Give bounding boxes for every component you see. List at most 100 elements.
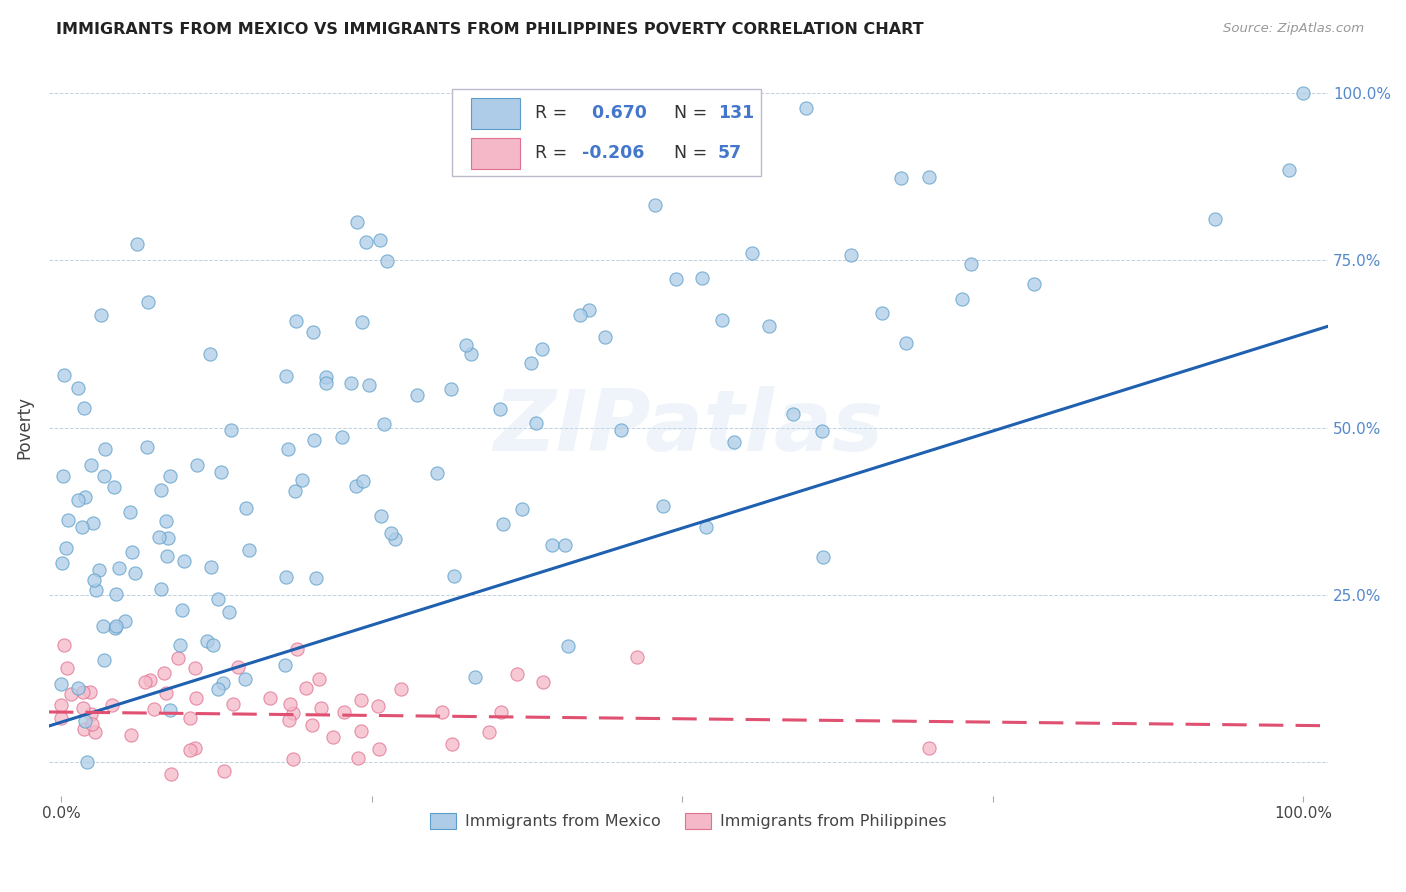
Point	[626, 650, 648, 665]
Point	[554, 538, 576, 552]
Point	[520, 355, 543, 369]
Point	[440, 382, 463, 396]
Point	[284, 314, 307, 328]
Point	[894, 335, 917, 350]
Point	[489, 705, 512, 719]
Point	[156, 549, 179, 563]
Point	[302, 433, 325, 447]
Point	[67, 492, 90, 507]
Point	[477, 725, 499, 739]
Legend: Immigrants from Mexico, Immigrants from Philippines: Immigrants from Mexico, Immigrants from …	[425, 806, 953, 836]
Point	[301, 718, 323, 732]
Point	[148, 530, 170, 544]
Point	[426, 467, 449, 481]
Point	[150, 582, 173, 597]
Point	[339, 376, 361, 390]
Point	[103, 480, 125, 494]
Point	[464, 670, 486, 684]
Point	[758, 319, 780, 334]
Point	[350, 693, 373, 707]
Point	[73, 490, 96, 504]
Point	[186, 458, 208, 472]
Point	[664, 271, 686, 285]
Point	[56, 661, 79, 675]
Point	[356, 235, 378, 250]
Point	[207, 681, 229, 696]
Point	[811, 424, 834, 438]
Point	[93, 468, 115, 483]
Point	[179, 743, 201, 757]
Point	[91, 619, 114, 633]
Point	[127, 237, 149, 252]
Point	[75, 714, 97, 729]
Point	[782, 407, 804, 421]
Point	[139, 673, 162, 687]
Point	[389, 681, 412, 696]
Point	[432, 705, 454, 719]
Point	[90, 308, 112, 322]
Point	[443, 569, 465, 583]
Text: R =: R =	[536, 145, 572, 162]
Point	[309, 701, 332, 715]
Point	[870, 305, 893, 319]
Point	[710, 313, 733, 327]
Point	[120, 728, 142, 742]
Point	[593, 330, 616, 344]
Point	[344, 479, 367, 493]
Point	[157, 531, 180, 545]
Point	[200, 560, 222, 574]
Text: ZIPatlas: ZIPatlas	[494, 386, 884, 469]
FancyBboxPatch shape	[451, 89, 762, 176]
Point	[94, 442, 117, 457]
Point	[60, 688, 83, 702]
Point	[108, 561, 131, 575]
Point	[134, 675, 156, 690]
Point	[568, 308, 591, 322]
Text: 131: 131	[718, 104, 754, 122]
Point	[72, 701, 94, 715]
Point	[51, 711, 73, 725]
Point	[53, 638, 76, 652]
Text: IMMIGRANTS FROM MEXICO VS IMMIGRANTS FROM PHILIPPINES POVERTY CORRELATION CHART: IMMIGRANTS FROM MEXICO VS IMMIGRANTS FRO…	[56, 22, 924, 37]
Point	[53, 368, 76, 382]
Point	[218, 606, 240, 620]
Point	[353, 474, 375, 488]
Point	[1204, 211, 1226, 226]
Text: -0.206: -0.206	[582, 145, 645, 162]
Text: Source: ZipAtlas.com: Source: ZipAtlas.com	[1223, 22, 1364, 36]
Point	[209, 466, 232, 480]
Point	[66, 681, 89, 696]
Point	[723, 435, 745, 450]
Point	[114, 614, 136, 628]
Point	[274, 570, 297, 584]
Point	[368, 234, 391, 248]
Point	[259, 691, 281, 706]
Point	[70, 520, 93, 534]
Point	[346, 751, 368, 765]
Point	[121, 544, 143, 558]
Point	[794, 101, 817, 115]
Point	[160, 766, 183, 780]
Point	[278, 697, 301, 711]
Y-axis label: Poverty: Poverty	[15, 396, 32, 459]
Point	[460, 347, 482, 361]
Point	[406, 388, 429, 402]
Point	[610, 423, 633, 437]
Point	[143, 702, 166, 716]
Point	[890, 171, 912, 186]
Point	[72, 685, 94, 699]
Point	[104, 622, 127, 636]
Point	[950, 292, 973, 306]
Point	[506, 666, 529, 681]
Point	[233, 672, 256, 686]
Point	[235, 501, 257, 516]
Point	[839, 248, 862, 262]
Point	[492, 517, 515, 532]
Point	[283, 706, 305, 721]
Point	[238, 542, 260, 557]
Point	[918, 741, 941, 756]
Point	[274, 657, 297, 672]
Point	[367, 698, 389, 713]
Text: N =: N =	[664, 104, 713, 122]
Point	[917, 169, 939, 184]
